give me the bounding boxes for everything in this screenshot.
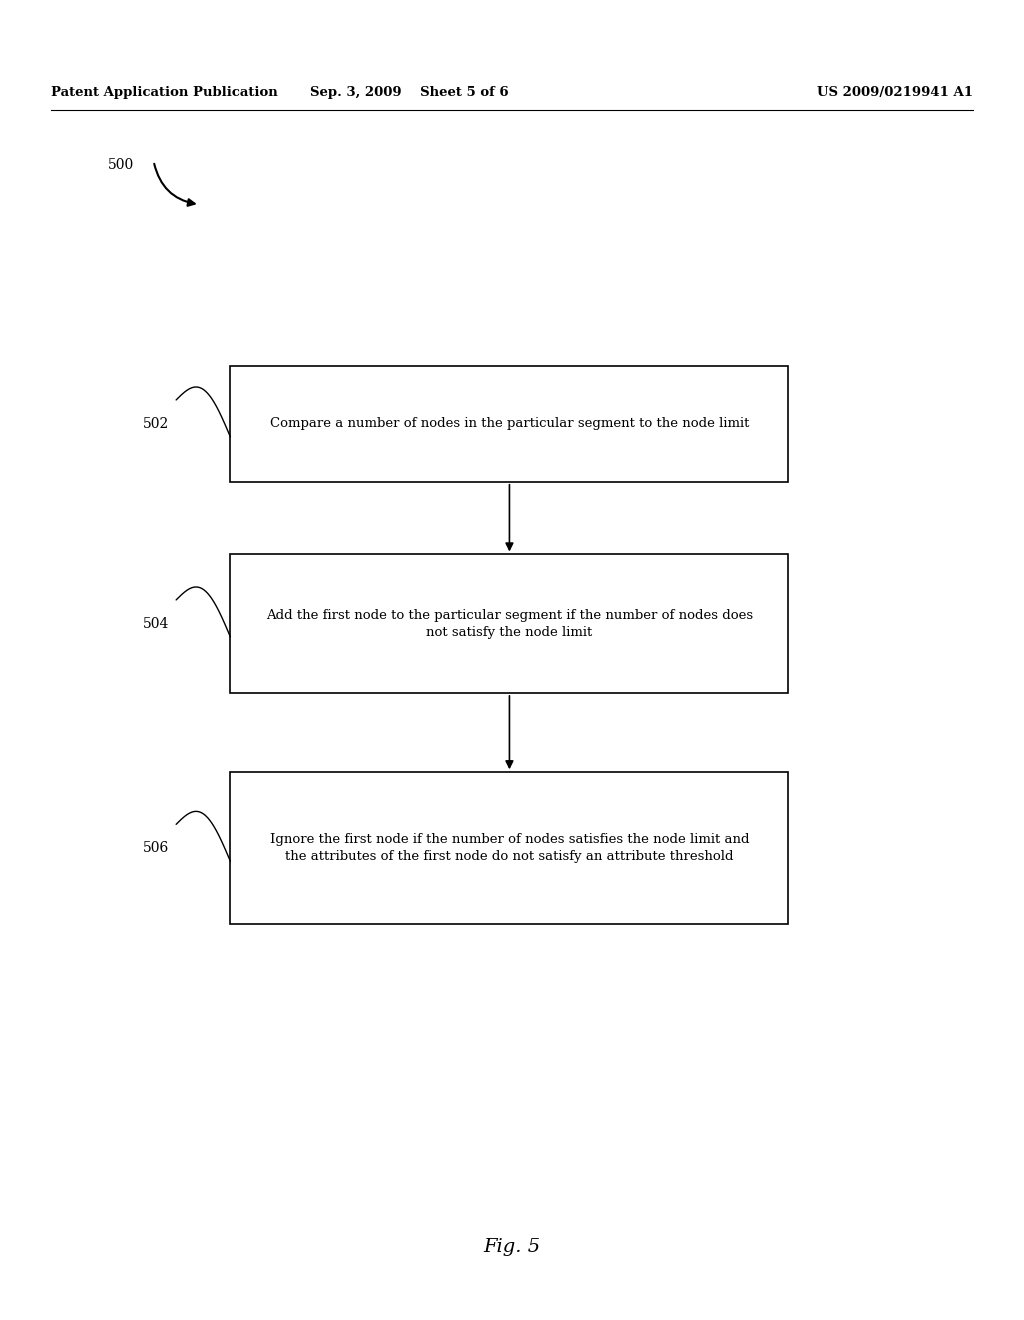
Text: US 2009/0219941 A1: US 2009/0219941 A1 (817, 86, 973, 99)
Text: 502: 502 (143, 417, 170, 430)
Text: 504: 504 (143, 616, 170, 631)
Bar (230, 366, 788, 482)
Bar (230, 772, 788, 924)
Text: Fig. 5: Fig. 5 (483, 1238, 541, 1257)
Text: 506: 506 (143, 841, 170, 855)
Bar (230, 554, 788, 693)
Text: Sep. 3, 2009    Sheet 5 of 6: Sep. 3, 2009 Sheet 5 of 6 (310, 86, 509, 99)
Text: Compare a number of nodes in the particular segment to the node limit: Compare a number of nodes in the particu… (269, 417, 750, 430)
Text: Add the first node to the particular segment if the number of nodes does
not sat: Add the first node to the particular seg… (266, 609, 753, 639)
Text: Ignore the first node if the number of nodes satisfies the node limit and
the at: Ignore the first node if the number of n… (269, 833, 750, 863)
Text: Patent Application Publication: Patent Application Publication (51, 86, 278, 99)
Text: 500: 500 (108, 158, 134, 172)
